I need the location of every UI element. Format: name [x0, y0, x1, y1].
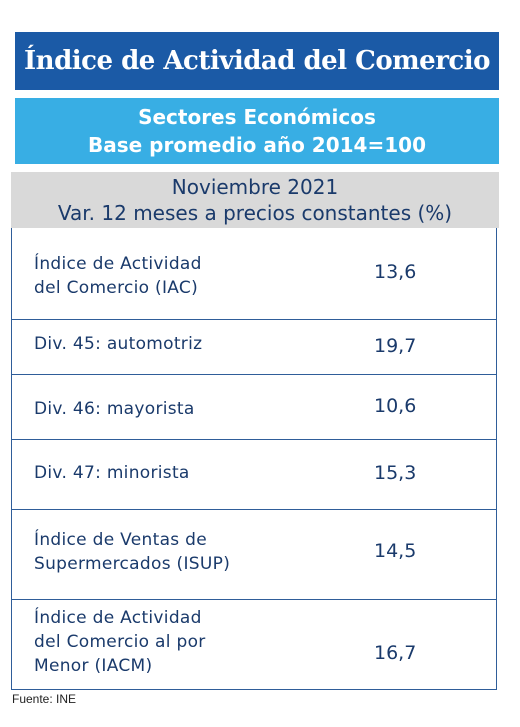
period-line-1: Noviembre 2021 [171, 175, 339, 199]
subtitle-line-2: Base promedio año 2014=100 [88, 133, 426, 157]
table-row: Índice de Actividad del Comercio (IAC) 1… [12, 228, 496, 320]
subtitle-line-1: Sectores Económicos [138, 105, 376, 129]
period-line-2: Var. 12 meses a precios constantes (%) [57, 201, 453, 225]
main-title-text: Índice de Actividad del Comercio [24, 46, 490, 76]
row-label-line: Div. 47: minorista [34, 463, 190, 483]
row-label: Div. 47: minorista [34, 461, 284, 485]
row-label-line: del Comercio al por [34, 632, 206, 652]
row-label-line: Índice de Ventas de [34, 530, 208, 550]
table-row: Div. 45: automotriz 19,7 [12, 320, 496, 375]
row-label-line: Índice de Actividad [34, 608, 202, 628]
table-row: Div. 47: minorista 15,3 [12, 440, 496, 510]
row-value: 13,6 [374, 261, 417, 283]
row-label-line: del Comercio (IAC) [34, 278, 199, 298]
row-value: 19,7 [374, 335, 417, 357]
period-header: Noviembre 2021 Var. 12 meses a precios c… [11, 172, 499, 228]
row-label-line: Menor (IACM) [34, 656, 153, 676]
row-label-line: Índice de Actividad [34, 254, 202, 274]
row-label: Índice de Actividad del Comercio al por … [34, 606, 284, 678]
row-label-line: Supermercados (ISUP) [34, 554, 231, 574]
table-row: Índice de Ventas de Supermercados (ISUP)… [12, 510, 496, 600]
subtitle-banner: Sectores Económicos Base promedio año 20… [15, 98, 499, 164]
data-table: Índice de Actividad del Comercio (IAC) 1… [11, 228, 497, 690]
row-value: 16,7 [374, 642, 417, 664]
source-note: Fuente: INE [12, 692, 77, 706]
row-value: 14,5 [374, 540, 417, 562]
row-label: Índice de Actividad del Comercio (IAC) [34, 252, 284, 300]
row-label: Div. 45: automotriz [34, 332, 284, 356]
row-value: 15,3 [374, 462, 417, 484]
table-row: Índice de Actividad del Comercio al por … [12, 600, 496, 690]
main-title: Índice de Actividad del Comercio [15, 32, 499, 90]
row-label-line: Div. 46: mayorista [34, 399, 195, 419]
row-label-line: Div. 45: automotriz [34, 334, 203, 354]
row-value: 10,6 [374, 395, 417, 417]
table-row: Div. 46: mayorista 10,6 [12, 375, 496, 440]
row-label: Índice de Ventas de Supermercados (ISUP) [34, 528, 284, 576]
row-label: Div. 46: mayorista [34, 397, 284, 421]
